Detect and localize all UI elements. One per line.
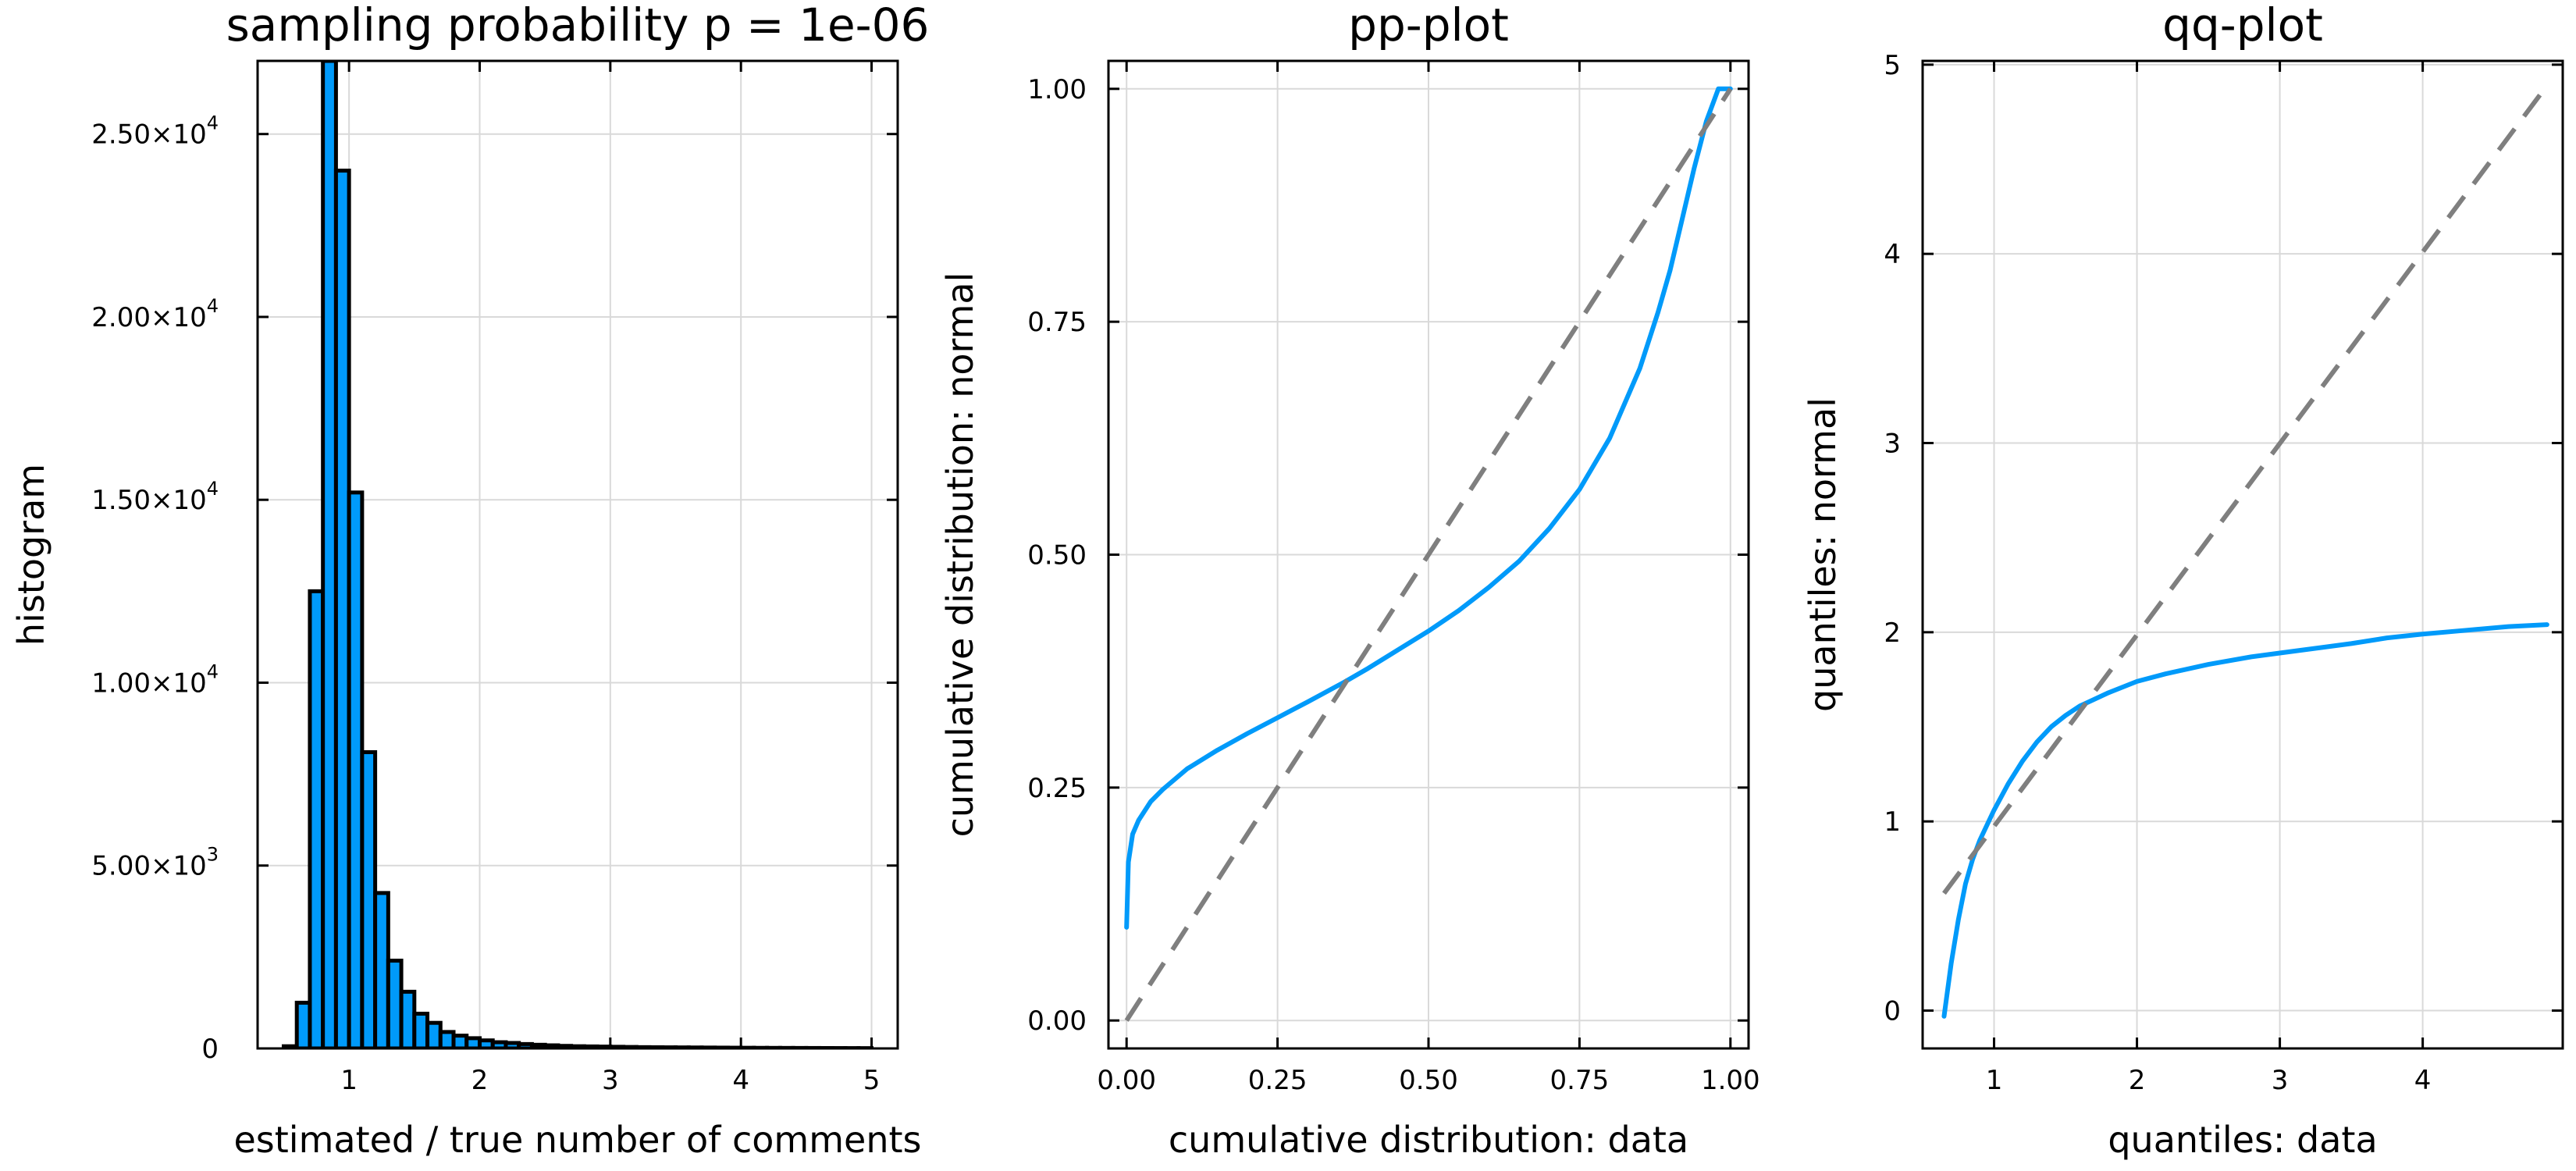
- qq-plot-chart: 1 2 3 4 0 1 2 3 4 5 qq-plot quantiles: data quantile…: [1802, 0, 2564, 1161]
- histogram-bar: [464, 1036, 482, 1048]
- y-tick-label: 0.75: [1027, 307, 1087, 338]
- histogram-bar: [294, 1000, 312, 1048]
- y-tick-label: 1: [1884, 806, 1901, 838]
- x-tick-label: 4: [2414, 1065, 2432, 1096]
- y-tick-label: 2.00×104: [91, 295, 219, 333]
- histogram-bar: [438, 1030, 456, 1048]
- y-tick-label: 2: [1884, 618, 1901, 649]
- histogram-chart: 1 2 3 4 5 0 5.00×103 1.00×104 1.50×104 2.00×104 2.…: [10, 0, 929, 1161]
- y-axis-label: histogram: [10, 464, 52, 646]
- x-tick-label: 2: [471, 1065, 489, 1096]
- y-tick-label: 0: [1884, 996, 1901, 1027]
- reference-line: [1942, 84, 2549, 895]
- y-tick-label: 0: [201, 1034, 219, 1065]
- plot-frame: [1921, 59, 2564, 1050]
- histogram-bar: [425, 1020, 443, 1048]
- x-tick-label: 2: [2129, 1065, 2146, 1096]
- plot-frame: [256, 59, 899, 1050]
- x-tick-label: 4: [732, 1065, 749, 1096]
- y-tick-label: 1.50×104: [91, 478, 219, 516]
- histogram-bar: [412, 1011, 430, 1048]
- histogram-bar: [360, 750, 378, 1048]
- histogram-bar: [451, 1034, 469, 1048]
- x-tick-label: 0.00: [1097, 1065, 1156, 1096]
- chart-title: qq-plot: [2162, 0, 2323, 52]
- y-tick-label: 3: [1884, 429, 1901, 460]
- x-tick-label: 5: [863, 1065, 881, 1096]
- y-tick-label: 5: [1884, 50, 1901, 81]
- y-tick-label: 1.00: [1027, 74, 1087, 105]
- histogram-bar: [373, 891, 390, 1048]
- chart-title: sampling probability p = 1e-06: [226, 0, 930, 52]
- histogram-bar: [308, 589, 326, 1048]
- x-tick-label: 1: [340, 1065, 358, 1096]
- histogram-bar: [386, 959, 404, 1048]
- reference-line: [1124, 87, 1733, 1022]
- x-axis-label: quantiles: data: [2108, 1119, 2377, 1161]
- data-curve: [1941, 622, 2549, 1019]
- x-tick-label: 1.00: [1701, 1065, 1760, 1096]
- x-tick-label: 0.25: [1248, 1065, 1308, 1096]
- x-axis-label: estimated / true number of comments: [233, 1119, 921, 1161]
- y-tick-label: 2.50×104: [91, 112, 219, 151]
- x-axis-label: cumulative distribution: data: [1169, 1119, 1688, 1161]
- histogram-bar: [347, 490, 365, 1048]
- y-tick-label: 1.00×104: [91, 660, 219, 699]
- x-tick-label: 0.75: [1550, 1065, 1610, 1096]
- x-tick-label: 0.50: [1399, 1065, 1458, 1096]
- y-axis-label: quantiles: normal: [1802, 397, 1844, 712]
- y-tick-label: 4: [1884, 239, 1901, 270]
- histogram-bar: [399, 989, 417, 1048]
- y-tick-label: 0.00: [1027, 1005, 1087, 1037]
- x-tick-label: 1: [1986, 1065, 2003, 1096]
- y-tick-label: 0.50: [1027, 540, 1087, 571]
- histogram-bar: [333, 169, 351, 1048]
- histogram-bar: [477, 1038, 495, 1048]
- pp-plot-chart: 0.00 0.25 0.50 0.75 1.00 0.00 0.25 0.50 0.75 1.00…: [939, 0, 1760, 1161]
- x-tick-label: 3: [2272, 1065, 2289, 1096]
- x-tick-label: 3: [602, 1065, 619, 1096]
- y-axis-label: cumulative distribution: normal: [939, 272, 981, 838]
- chart-title: pp-plot: [1348, 0, 1509, 52]
- y-tick-label: 0.25: [1027, 773, 1087, 804]
- y-tick-label: 5.00×103: [91, 844, 219, 882]
- histogram-bar: [321, 61, 338, 1048]
- data-curve: [1124, 86, 1733, 930]
